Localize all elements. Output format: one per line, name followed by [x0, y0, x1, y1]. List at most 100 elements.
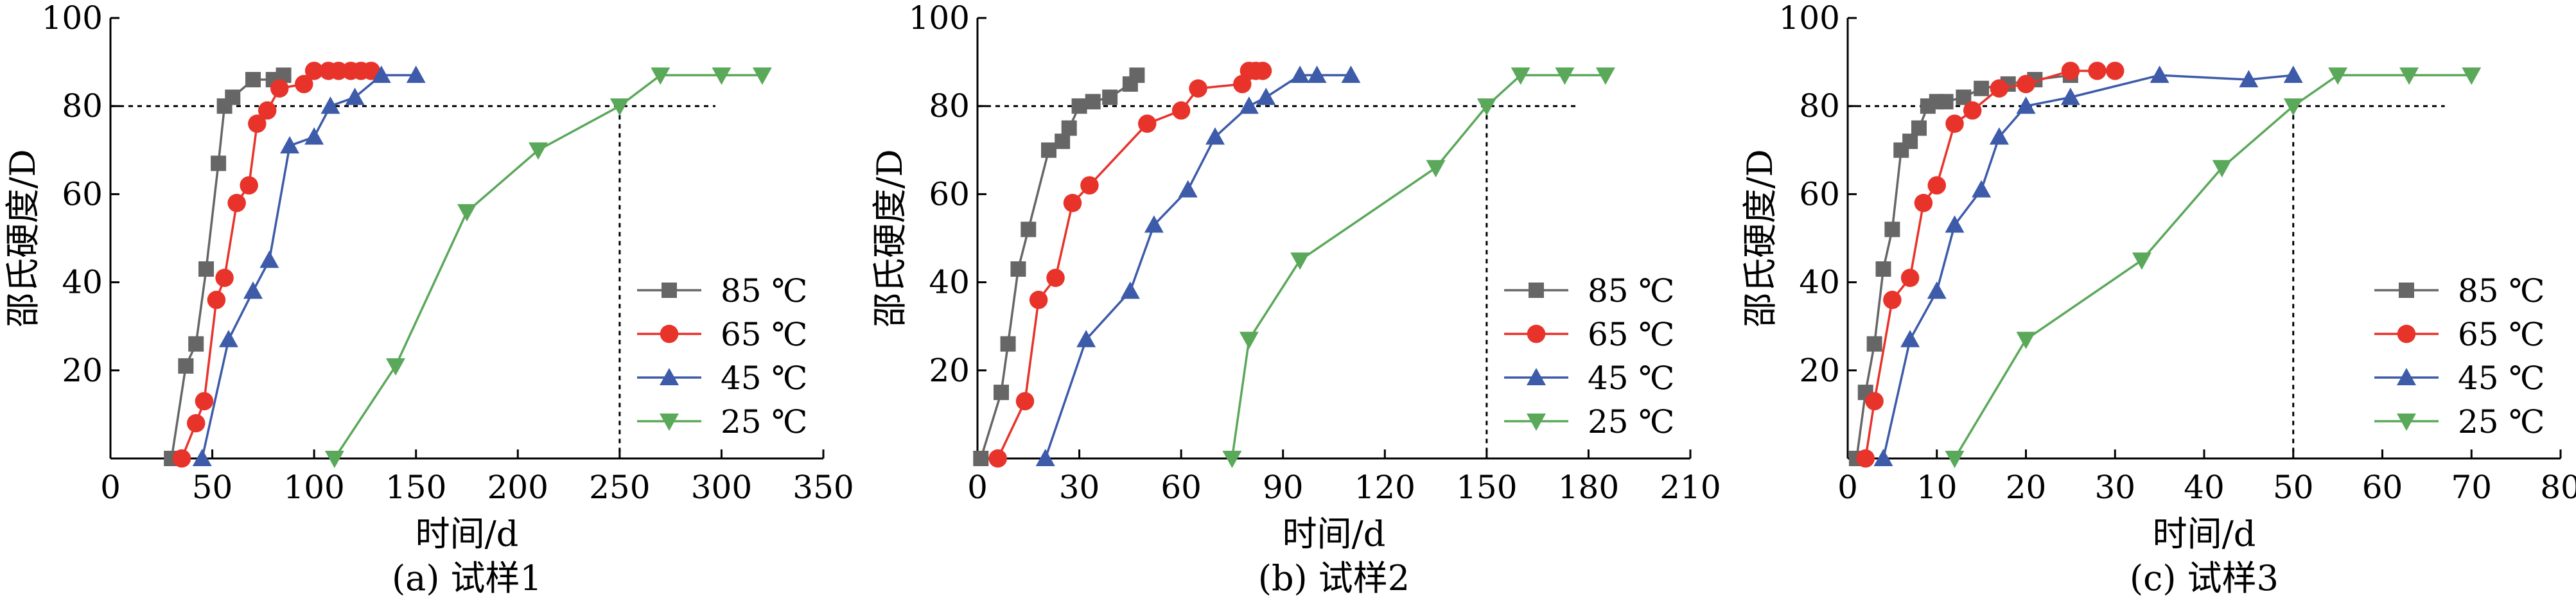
x-tick-label: 250 [589, 469, 650, 506]
legend-marker [1527, 414, 1546, 431]
data-point [2106, 62, 2125, 80]
x-axis-label: 时间/d [416, 514, 519, 554]
data-point [1883, 290, 1902, 309]
series-line [333, 74, 762, 459]
panel-caption: (a) 试样1 [392, 558, 542, 598]
data-point [245, 72, 261, 88]
data-point [1856, 449, 1875, 468]
data-point [1989, 127, 2009, 145]
data-point [1972, 180, 1992, 198]
data-point [1029, 290, 1048, 309]
legend-label: 85 ℃ [721, 272, 807, 309]
x-axis-label: 时间/d [1283, 514, 1386, 554]
y-axis-label: 邵氏硬度/D [870, 149, 910, 327]
data-point [2060, 87, 2080, 105]
data-point [1102, 89, 1118, 105]
legend-label: 65 ℃ [721, 316, 807, 353]
series-line [1882, 74, 2293, 459]
data-point [320, 96, 340, 114]
data-point [752, 67, 772, 85]
x-tick-label: 0 [1837, 469, 1858, 506]
data-point [1144, 215, 1164, 233]
data-point [2132, 252, 2151, 270]
data-point [371, 65, 391, 83]
y-tick-label: 60 [62, 175, 103, 213]
data-point [1085, 94, 1101, 110]
legend-label: 45 ℃ [2458, 360, 2545, 397]
data-point [198, 261, 215, 277]
legend-label: 45 ℃ [721, 360, 807, 397]
data-point [1945, 215, 1965, 233]
data-point [712, 67, 732, 85]
data-point [994, 385, 1009, 401]
legend-label: 65 ℃ [1588, 316, 1674, 353]
series-65C [1856, 62, 2125, 468]
legend-label: 65 ℃ [2458, 316, 2545, 353]
chart-panel-1: 0 50 100 150 200 250 300 350 20 40 60 80 100 时间/d 邵氏硬度… [3, 0, 854, 598]
data-point [270, 79, 289, 98]
y-axis-label: 邵氏硬度/D [1740, 149, 1780, 327]
series-line [201, 74, 416, 459]
y-tick-label: 60 [1799, 175, 1840, 213]
legend-label: 25 ℃ [721, 403, 807, 440]
data-point [1035, 449, 1055, 466]
y-tick-label: 80 [1799, 87, 1840, 125]
data-point [1426, 160, 1446, 178]
x-tick-label: 200 [487, 469, 548, 506]
x-tick-label: 20 [2006, 469, 2047, 506]
data-point [227, 193, 246, 213]
data-point [172, 449, 191, 468]
data-point [1015, 392, 1035, 411]
legend: 85 ℃ 65 ℃ 45 ℃ 25 ℃ [2374, 272, 2545, 440]
data-point [240, 176, 258, 195]
data-point [988, 449, 1007, 468]
legend: 85 ℃ 65 ℃ 45 ℃ 25 ℃ [637, 272, 807, 440]
data-point [1021, 222, 1037, 238]
x-tick-label: 300 [691, 469, 752, 506]
data-point [258, 101, 277, 120]
data-point [1914, 193, 1933, 213]
data-point [1055, 134, 1071, 150]
data-point [609, 98, 629, 116]
data-point [225, 89, 241, 105]
data-point [1071, 98, 1087, 114]
data-point [1205, 127, 1225, 145]
data-point [1927, 281, 1947, 299]
y-tick-label: 40 [1799, 264, 1840, 301]
legend-marker [1529, 283, 1544, 298]
data-point [1189, 79, 1207, 98]
chart-panel-3: 0 10 20 30 40 50 60 70 80 20 40 60 80 100 时间/d 邵氏硬度/D (c… [1740, 0, 2576, 598]
data-point [1865, 392, 1884, 411]
x-tick-label: 60 [2362, 469, 2403, 506]
legend-marker [660, 368, 679, 385]
x-tick-label: 120 [1354, 469, 1415, 506]
data-point [457, 204, 477, 222]
data-point [1290, 65, 1310, 83]
data-point [2017, 74, 2035, 94]
data-point [192, 449, 212, 466]
x-tick-label: 30 [1059, 469, 1100, 506]
x-tick-label: 10 [1916, 469, 1958, 506]
data-point [973, 451, 989, 466]
data-point [1239, 331, 1259, 349]
y-tick-label: 60 [929, 175, 970, 213]
x-tick-label: 90 [1263, 469, 1304, 506]
data-point [248, 114, 267, 133]
data-point [1129, 67, 1145, 83]
data-point [1239, 96, 1259, 114]
data-point [2283, 65, 2303, 83]
series-45C [192, 65, 426, 466]
data-point [1307, 65, 1327, 83]
data-point [1290, 252, 1310, 270]
legend-marker [2399, 283, 2414, 298]
data-point [1963, 101, 1982, 120]
data-point [1341, 65, 1361, 83]
x-tick-label: 100 [283, 469, 344, 506]
data-point [1911, 120, 1927, 136]
data-point [1595, 67, 1615, 85]
data-point [1041, 142, 1056, 158]
x-tick-label: 150 [385, 469, 446, 506]
data-point [362, 62, 381, 80]
y-tick-label: 100 [42, 0, 103, 37]
data-point [295, 74, 313, 94]
